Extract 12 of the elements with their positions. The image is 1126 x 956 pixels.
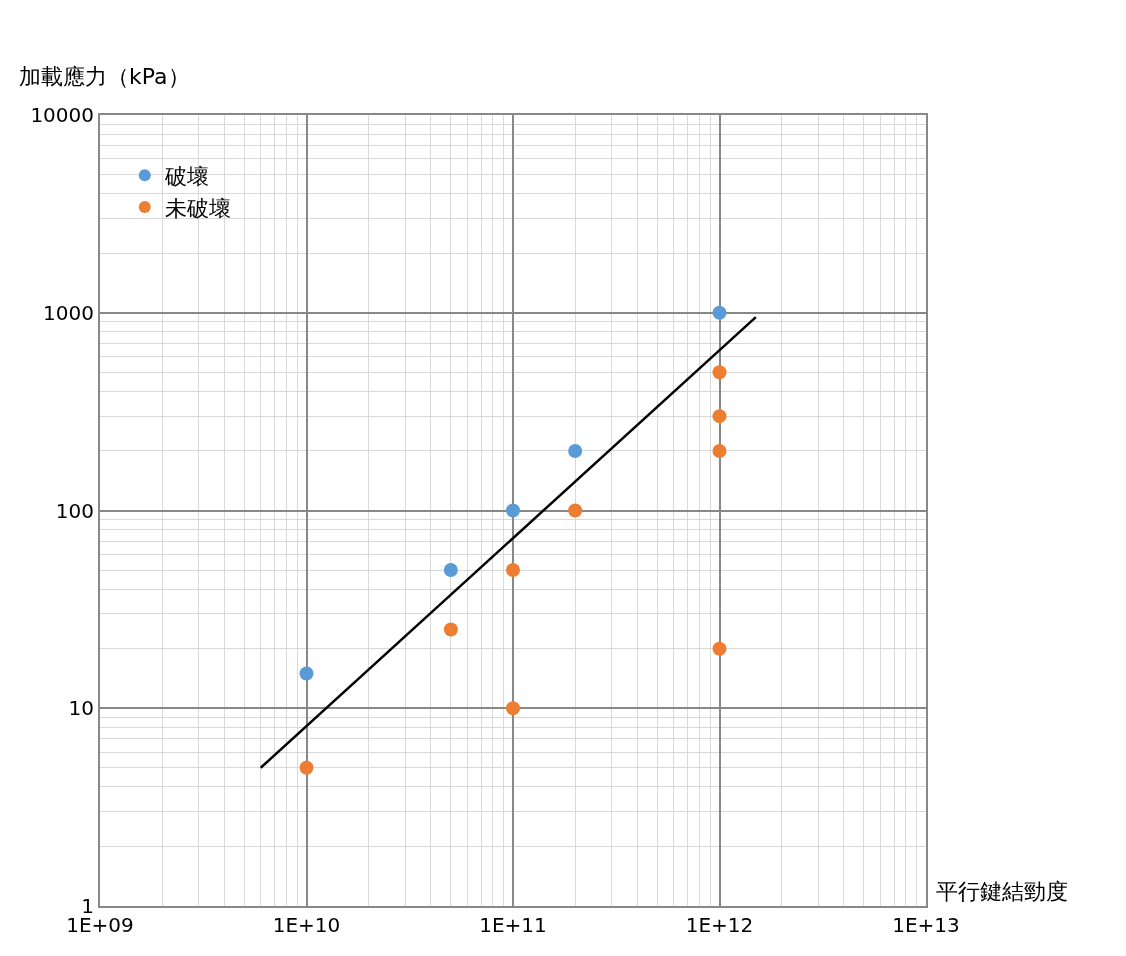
y-tick-label: 10 (68, 696, 94, 721)
legend-label: 破壞 (163, 163, 209, 189)
y-tick-label: 1000 (43, 300, 94, 325)
legend-label: 未破壞 (164, 195, 231, 221)
y-tick-label: 100 (55, 498, 94, 523)
y-tick-label: 10000 (30, 103, 94, 127)
y-axis-title: 加載應力（kPa） (19, 64, 190, 89)
x-tick-label: 1E+13 (892, 913, 960, 937)
x-tick-label: 1E+11 (479, 913, 547, 937)
x-tick-label: 1E+10 (272, 913, 341, 937)
x-axis-title: 平行鍵結勁度 (936, 879, 1068, 904)
x-tick-label: 1E+12 (685, 913, 754, 937)
